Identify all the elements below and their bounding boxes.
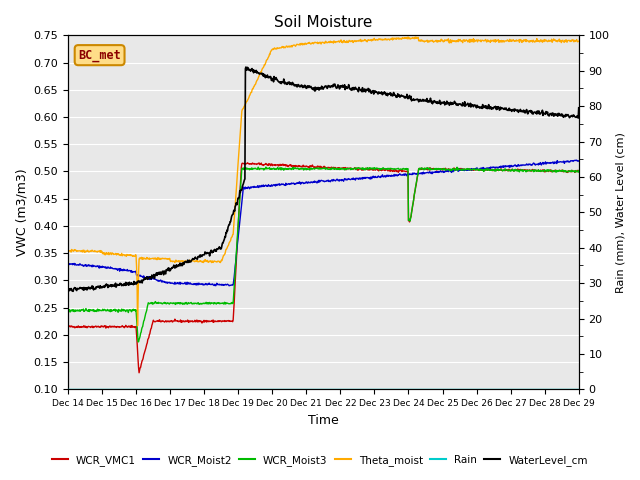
WaterLevel_cm	[463, 101, 471, 107]
Theta_moist	[416, 37, 424, 43]
WCR_Moist2	[472, 166, 480, 171]
WCR_Moist2	[573, 157, 580, 163]
WCR_Moist3	[473, 166, 481, 172]
WCR_VMC1	[575, 168, 582, 174]
WCR_Moist3	[272, 166, 280, 172]
WCR_VMC1	[116, 324, 124, 330]
WaterLevel_cm	[64, 287, 72, 293]
Rain	[575, 386, 582, 392]
Rain	[64, 386, 72, 392]
WCR_Moist3	[416, 166, 424, 172]
WaterLevel_cm	[69, 288, 77, 294]
Rain	[472, 386, 479, 392]
Rain	[289, 386, 297, 392]
Theta_moist	[463, 38, 471, 44]
WCR_Moist3	[64, 308, 72, 314]
WCR_VMC1	[290, 164, 298, 170]
Theta_moist	[134, 323, 141, 329]
WCR_VMC1	[272, 163, 280, 168]
Rain	[271, 386, 278, 392]
Rain	[415, 386, 422, 392]
WCR_Moist2	[271, 183, 279, 189]
WCR_Moist2	[212, 283, 220, 288]
WCR_Moist2	[463, 168, 470, 173]
Theta_moist	[271, 46, 279, 52]
Line: WCR_Moist3: WCR_Moist3	[68, 167, 579, 342]
Theta_moist	[290, 42, 298, 48]
Theta_moist	[575, 38, 582, 44]
Y-axis label: VWC (m3/m3): VWC (m3/m3)	[15, 168, 28, 256]
WCR_Moist3	[575, 168, 582, 173]
Theta_moist	[116, 252, 124, 258]
Line: WaterLevel_cm: WaterLevel_cm	[68, 67, 579, 291]
WCR_Moist3	[262, 164, 269, 170]
WaterLevel_cm	[290, 83, 298, 88]
WCR_Moist2	[64, 261, 72, 266]
WaterLevel_cm	[272, 76, 280, 82]
WCR_VMC1	[463, 168, 471, 173]
Rain	[116, 386, 124, 392]
WCR_Moist3	[135, 339, 143, 345]
Y-axis label: Rain (mm), Water Level (cm): Rain (mm), Water Level (cm)	[615, 132, 625, 293]
WaterLevel_cm	[416, 97, 424, 103]
Title: Soil Moisture: Soil Moisture	[274, 15, 372, 30]
WCR_Moist3	[463, 166, 471, 171]
X-axis label: Time: Time	[308, 414, 339, 427]
Theta_moist	[64, 248, 72, 253]
Legend: WCR_VMC1, WCR_Moist2, WCR_Moist3, Theta_moist, Rain, WaterLevel_cm: WCR_VMC1, WCR_Moist2, WCR_Moist3, Theta_…	[48, 451, 592, 470]
WCR_Moist3	[290, 165, 298, 171]
WCR_VMC1	[416, 166, 424, 171]
WaterLevel_cm	[117, 281, 125, 287]
WaterLevel_cm	[575, 105, 582, 111]
Theta_moist	[412, 34, 419, 40]
WaterLevel_cm	[473, 105, 481, 111]
WCR_VMC1	[135, 370, 143, 376]
Line: Theta_moist: Theta_moist	[68, 37, 579, 326]
WCR_Moist2	[575, 158, 582, 164]
Rain	[463, 386, 470, 392]
WCR_Moist2	[415, 170, 423, 176]
WCR_VMC1	[244, 160, 252, 166]
WCR_Moist2	[290, 180, 298, 186]
WCR_Moist3	[116, 308, 124, 314]
Line: WCR_Moist2: WCR_Moist2	[68, 160, 579, 286]
WCR_VMC1	[64, 324, 72, 329]
Text: BC_met: BC_met	[78, 48, 121, 61]
WCR_VMC1	[473, 167, 481, 172]
WaterLevel_cm	[242, 64, 250, 70]
WCR_Moist2	[116, 265, 124, 271]
Theta_moist	[473, 37, 481, 43]
Line: WCR_VMC1: WCR_VMC1	[68, 163, 579, 373]
